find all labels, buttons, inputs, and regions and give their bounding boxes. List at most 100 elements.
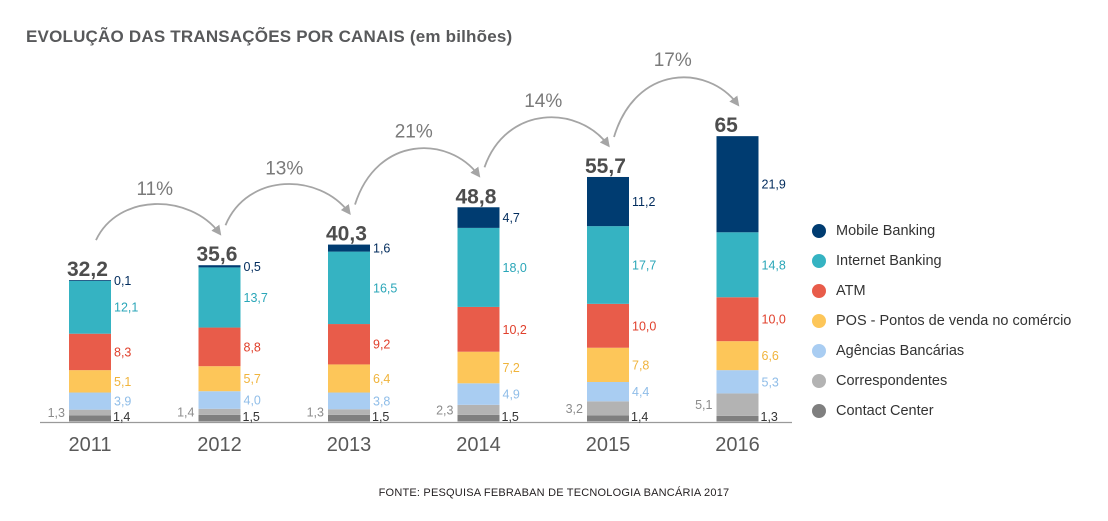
data-label: 9,2 xyxy=(373,338,390,352)
data-label: 21,9 xyxy=(762,178,786,192)
data-label: 18,0 xyxy=(503,261,527,275)
data-label: 7,2 xyxy=(503,361,520,375)
data-label: 4,0 xyxy=(244,393,261,407)
growth-label: 13% xyxy=(265,159,303,180)
bar-segment-2014-atm xyxy=(457,306,500,352)
x-tick-label: 2013 xyxy=(327,434,372,456)
bar-segment-2014-correspondentes xyxy=(457,404,500,415)
data-label: 16,5 xyxy=(373,281,397,295)
bar-segment-2014-agências xyxy=(457,383,500,405)
total-label: 35,6 xyxy=(197,243,238,266)
data-label: 0,5 xyxy=(244,260,261,274)
bar-segment-2011-atm xyxy=(69,333,111,371)
growth-arrow xyxy=(613,76,740,138)
bar-segment-2015-agências xyxy=(587,381,629,402)
data-label: 2,3 xyxy=(436,403,453,417)
bar-segment-2011-internet xyxy=(69,280,111,334)
x-tick-label: 2011 xyxy=(68,434,111,456)
legend-label: ATM xyxy=(836,283,866,299)
legend-item: Mobile Banking xyxy=(812,216,1071,246)
bar-segment-2016-mobile xyxy=(716,136,759,233)
legend-label: Contact Center xyxy=(836,403,934,419)
data-label: 6,4 xyxy=(373,372,390,386)
bar-segment-2012-correspondentes xyxy=(198,408,241,415)
legend-item: Contact Center xyxy=(812,396,1071,426)
legend-label: Internet Banking xyxy=(836,253,942,269)
bar-segment-2016-agências xyxy=(716,370,759,394)
bar-segment-2016-correspondentes xyxy=(716,393,759,416)
bar-segment-2013-mobile xyxy=(328,244,370,252)
legend-swatch xyxy=(812,284,826,298)
data-label: 5,1 xyxy=(695,398,712,412)
data-label: 10,0 xyxy=(762,313,786,327)
bar-segment-2016-atm xyxy=(716,297,759,342)
growth-label: 17% xyxy=(654,50,692,71)
data-label: 1,5 xyxy=(502,410,519,424)
data-label: 8,3 xyxy=(114,345,131,359)
legend-item: Correspondentes xyxy=(812,366,1071,396)
bar-segment-2016-internet xyxy=(716,232,759,298)
legend-label: POS - Pontos de venda no comércio xyxy=(836,313,1072,329)
bar-segment-2012-contact xyxy=(198,414,241,422)
bar-segment-2011-contact xyxy=(69,415,111,422)
data-label: 1,5 xyxy=(372,410,389,424)
bar-segment-2013-atm xyxy=(328,324,370,365)
bar-segment-2012-pos xyxy=(198,366,241,392)
data-label: 5,1 xyxy=(114,375,131,389)
data-label: 0,1 xyxy=(114,274,131,288)
data-label: 1,5 xyxy=(243,410,260,424)
data-label: 3,8 xyxy=(373,394,390,408)
bar-segment-2013-internet xyxy=(328,251,370,325)
legend-item: Agências Bancárias xyxy=(812,336,1071,366)
bar-segment-2016-contact xyxy=(716,415,759,422)
total-label: 40,3 xyxy=(326,223,367,246)
data-label: 6,6 xyxy=(762,349,779,363)
growth-label: 11% xyxy=(136,179,173,200)
total-label: 32,2 xyxy=(67,258,108,281)
bar-segment-2015-pos xyxy=(587,347,629,382)
data-label: 1,4 xyxy=(177,405,194,419)
data-label: 11,2 xyxy=(632,195,655,209)
bar-segment-2013-pos xyxy=(328,364,370,393)
data-label: 1,3 xyxy=(761,410,778,424)
data-label: 1,3 xyxy=(307,406,324,420)
bar-segment-2015-contact xyxy=(587,415,629,422)
legend-label: Correspondentes xyxy=(836,373,948,389)
x-tick-label: 2012 xyxy=(197,434,242,456)
bar-segment-2012-agências xyxy=(198,391,241,409)
growth-arrow xyxy=(354,147,481,205)
legend-swatch xyxy=(812,344,826,358)
legend-label: Mobile Banking xyxy=(836,223,936,239)
bar-segment-2012-atm xyxy=(198,327,241,367)
total-label: 48,8 xyxy=(456,185,497,208)
bar-segment-2014-mobile xyxy=(457,207,500,228)
bar-segment-2015-correspondentes xyxy=(587,401,629,416)
bar-segment-2013-correspondentes xyxy=(328,409,370,415)
bar-segment-2011-pos xyxy=(69,370,111,393)
chart-title: EVOLUÇÃO DAS TRANSAÇÕES POR CANAIS (em b… xyxy=(26,27,513,46)
data-label: 1,3 xyxy=(48,406,65,420)
bar-segment-2014-pos xyxy=(457,351,500,384)
growth-arrow xyxy=(224,183,351,226)
legend-swatch xyxy=(812,314,826,328)
data-label: 1,6 xyxy=(373,242,390,256)
data-label: 3,9 xyxy=(114,395,131,409)
growth-label: 21% xyxy=(395,121,433,142)
data-label: 3,2 xyxy=(566,402,583,416)
growth-label: 14% xyxy=(524,91,562,112)
total-label: 65 xyxy=(715,114,739,137)
x-tick-label: 2016 xyxy=(715,434,760,456)
legend-item: ATM xyxy=(812,276,1071,306)
data-label: 4,7 xyxy=(503,211,520,225)
data-label: 8,8 xyxy=(244,340,261,354)
x-tick-label: 2014 xyxy=(456,434,501,456)
legend-label: Agências Bancárias xyxy=(836,343,965,359)
bar-segment-2015-internet xyxy=(587,226,629,304)
data-label: 10,2 xyxy=(503,323,527,337)
bar-segment-2012-internet xyxy=(198,267,241,328)
chart-legend: Mobile Banking Internet Banking ATM POS - P… xyxy=(812,216,1071,426)
data-label: 10,0 xyxy=(632,319,656,333)
bar-segment-2013-agências xyxy=(328,392,370,410)
bar-segment-2013-contact xyxy=(328,414,370,422)
data-label: 4,9 xyxy=(503,388,520,402)
